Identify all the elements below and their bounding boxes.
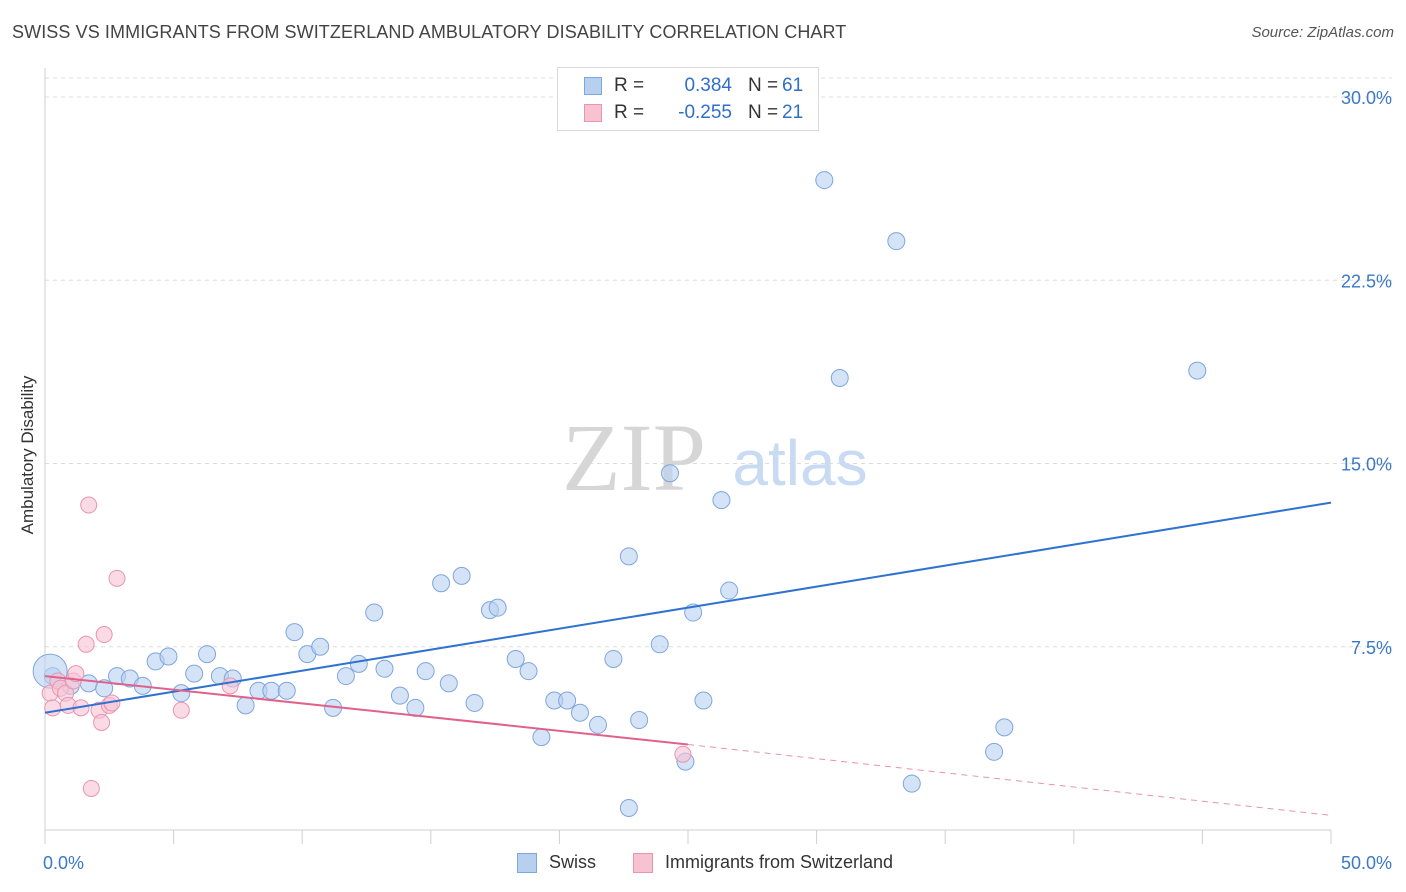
swiss-trend-line xyxy=(44,501,1332,714)
swiss-point xyxy=(650,635,669,654)
axes xyxy=(44,68,1332,844)
trend-lines xyxy=(44,501,1332,816)
swiss-point xyxy=(95,679,114,698)
swiss-point xyxy=(416,662,435,681)
n-label: N = xyxy=(748,102,779,123)
swiss-point xyxy=(630,711,649,730)
swiss-legend-swatch xyxy=(517,852,537,873)
r-value: -0.255 xyxy=(678,102,732,123)
immigrants-legend-swatch xyxy=(633,852,653,873)
watermark-zip: ZIP xyxy=(562,404,706,511)
swiss-point xyxy=(995,718,1014,737)
immigrants-point xyxy=(108,569,126,587)
swiss-point xyxy=(619,799,638,818)
chart-title: SWISS VS IMMIGRANTS FROM SWITZERLAND AMB… xyxy=(12,22,847,42)
swiss-point xyxy=(712,491,731,510)
swiss-point xyxy=(532,728,551,747)
swiss-point xyxy=(887,232,906,251)
immigrants-swatch xyxy=(584,104,602,122)
immigrants-point xyxy=(77,635,95,653)
immigrants-point xyxy=(44,699,62,717)
swiss-point xyxy=(198,645,217,664)
swiss-point xyxy=(452,566,471,585)
y-tick-label: 30.0% xyxy=(1341,88,1392,108)
legend-label-swiss: Swiss xyxy=(549,852,597,872)
swiss-point xyxy=(159,647,178,666)
immigrants-trend-extension xyxy=(687,743,1332,816)
swiss-point xyxy=(588,715,607,734)
swiss-point xyxy=(365,603,384,622)
immigrants-point xyxy=(67,665,85,683)
stats-row-swiss: R = 0.384 N = 61 xyxy=(584,74,803,98)
swiss-point xyxy=(558,691,577,710)
stats-legend: R = 0.384 N = 61 R = -0.255 N = 21 xyxy=(557,67,819,131)
watermark: ZIP atlas xyxy=(562,404,868,511)
swiss-point xyxy=(570,703,589,722)
swiss-point xyxy=(432,574,451,593)
legend-item-immigrants[interactable]: Immigrants from Switzerland xyxy=(633,852,893,873)
swiss-point xyxy=(349,654,368,673)
swiss-point xyxy=(506,649,525,668)
r-value: 0.384 xyxy=(684,75,732,96)
swiss-point xyxy=(694,691,713,710)
swiss-point xyxy=(465,693,484,712)
swiss-point xyxy=(604,649,623,668)
immigrants-point xyxy=(674,745,692,763)
watermark-atlas: atlas xyxy=(732,427,867,499)
swiss-point xyxy=(262,681,281,700)
immigrants-point xyxy=(82,779,100,797)
swiss-point xyxy=(285,623,304,642)
swiss-point xyxy=(172,684,191,703)
source-credit: Source: ZipAtlas.com xyxy=(1251,24,1394,41)
stats-row-immigrants: R = -0.255 N = 21 xyxy=(584,101,803,125)
immigrants-trend-line xyxy=(44,675,689,746)
swiss-point xyxy=(985,742,1004,761)
swiss-point xyxy=(830,368,849,387)
data-points xyxy=(32,171,1207,818)
swiss-point xyxy=(902,774,921,793)
r-label: R = xyxy=(614,102,645,123)
swiss-point xyxy=(311,637,330,656)
immigrants-point xyxy=(95,626,113,644)
immigrants-point xyxy=(221,677,239,695)
series-legend: Swiss Immigrants from Switzerland xyxy=(0,852,1406,878)
swiss-point xyxy=(277,681,296,700)
swiss-point xyxy=(660,464,679,483)
swiss-point xyxy=(406,698,425,717)
swiss-point xyxy=(815,171,834,190)
y-tick-label: 22.5% xyxy=(1341,271,1392,291)
swiss-point xyxy=(488,598,507,617)
gridlines xyxy=(45,77,1392,648)
immigrants-point xyxy=(172,701,190,719)
swiss-point xyxy=(336,667,355,686)
swiss-point xyxy=(619,547,638,566)
swiss-point xyxy=(720,581,739,600)
tick-labels: 7.5% 15.0% 22.5% 30.0% 0.0% 50.0% xyxy=(43,88,1392,873)
n-value: 61 xyxy=(782,75,804,96)
legend-item-swiss[interactable]: Swiss xyxy=(517,852,596,873)
swiss-point xyxy=(390,686,409,705)
swiss-point xyxy=(185,664,204,683)
swiss-point xyxy=(439,674,458,693)
x-tick-label: 0.0% xyxy=(43,853,84,873)
n-value: 21 xyxy=(782,102,804,123)
swiss-point xyxy=(236,696,255,715)
legend-label-immigrants: Immigrants from Switzerland xyxy=(665,852,894,872)
swiss-point xyxy=(375,659,394,678)
swiss-swatch xyxy=(584,77,602,95)
y-tick-label: 15.0% xyxy=(1341,455,1392,475)
immigrants-point xyxy=(93,713,111,731)
r-label: R = xyxy=(614,75,645,96)
n-label: N = xyxy=(748,75,779,96)
immigrants-point xyxy=(80,496,98,514)
x-tick-label: 50.0% xyxy=(1341,853,1392,873)
swiss-point xyxy=(1188,361,1207,380)
swiss-point xyxy=(519,662,538,681)
y-tick-label: 7.5% xyxy=(1351,638,1392,658)
